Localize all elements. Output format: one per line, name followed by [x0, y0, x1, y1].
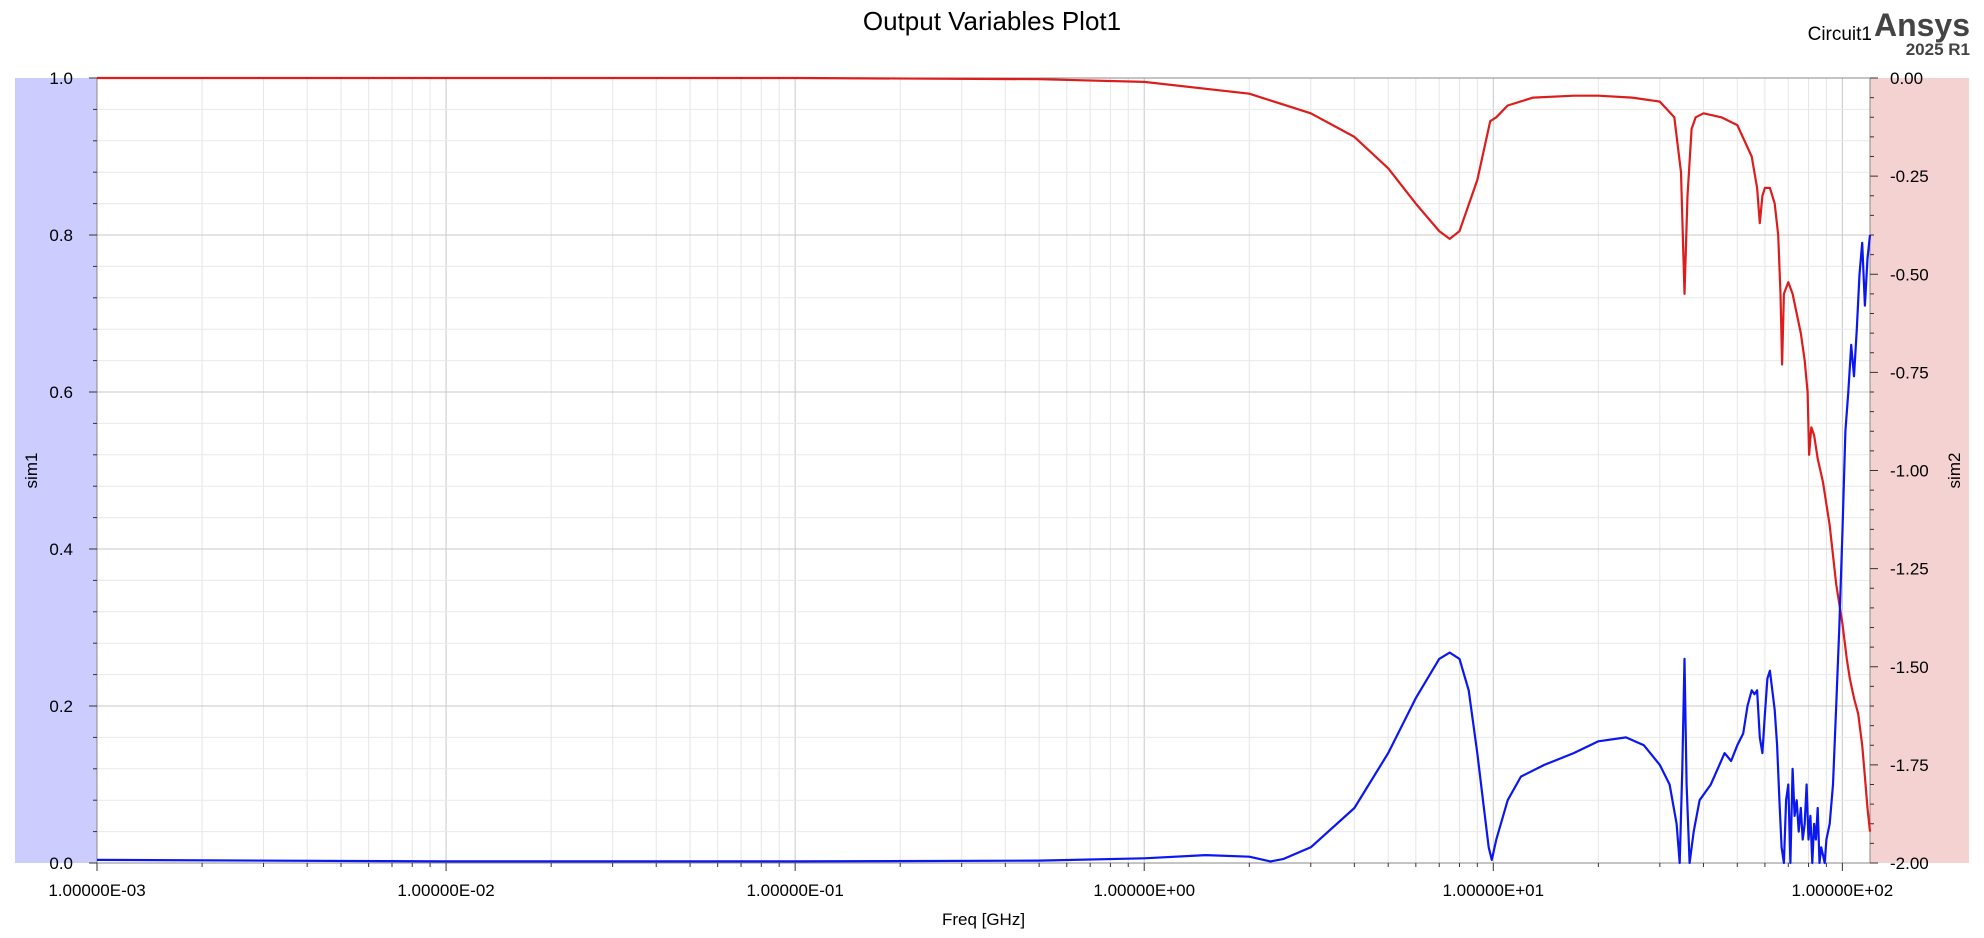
x-tick-label: 1.00000E+02	[1792, 881, 1894, 900]
y2-tick-label: -0.50	[1890, 265, 1929, 284]
series-line-sim1	[96, 234, 1872, 865]
y-tick-label: 0.2	[49, 697, 73, 716]
brand-name: Ansys	[1873, 7, 1970, 43]
left-axis-band	[15, 78, 97, 863]
x-tick-label: 1.00000E+01	[1442, 881, 1544, 900]
plot-background	[97, 78, 1870, 863]
y-tick-label: 1.0	[49, 69, 73, 88]
y-tick-label: 0.8	[49, 226, 73, 245]
right-axis-band	[1870, 78, 1969, 863]
y2-tick-label: -2.00	[1890, 854, 1929, 873]
brand-logo: Ansys 2025 R1	[1874, 9, 1970, 58]
y2-tick-label: 0.00	[1890, 69, 1923, 88]
axis-labels: 0.0 0.2 0.4 0.6 0.8 1.0 0.00 -0.25 -0.50 -0.75 -1.…	[22, 69, 1964, 929]
grid-lines	[96, 77, 1870, 864]
y2-tick-label: -1.00	[1890, 462, 1929, 481]
y-tick-label: 0.6	[49, 383, 73, 402]
y2-tick-label: -1.75	[1890, 756, 1929, 775]
x-tick-label: 1.00000E+00	[1093, 881, 1195, 900]
x-tick-label: 1.00000E-02	[397, 881, 494, 900]
x-axis-title: Freq [GHz]	[942, 910, 1025, 929]
design-name: Circuit1	[1807, 24, 1872, 45]
y2-tick-label: -1.25	[1890, 560, 1929, 579]
y2-tick-label: -1.50	[1890, 658, 1929, 677]
chart-title: Output Variables Plot1	[862, 6, 1122, 36]
y-tick-label: 0.4	[49, 540, 73, 559]
series-lines	[96, 76, 1872, 865]
y-axis-title: sim1	[22, 453, 41, 489]
x-tick-label: 1.00000E-01	[746, 881, 843, 900]
y2-tick-label: -0.75	[1890, 363, 1929, 382]
y2-tick-label: -0.25	[1890, 167, 1929, 186]
series-line-sim2	[97, 76, 1872, 832]
y2-axis-title: sim2	[1945, 453, 1964, 489]
y-tick-label: 0.0	[49, 854, 73, 873]
brand-version: 2025 R1	[1905, 40, 1970, 59]
x-tick-label: 1.00000E-03	[48, 881, 145, 900]
